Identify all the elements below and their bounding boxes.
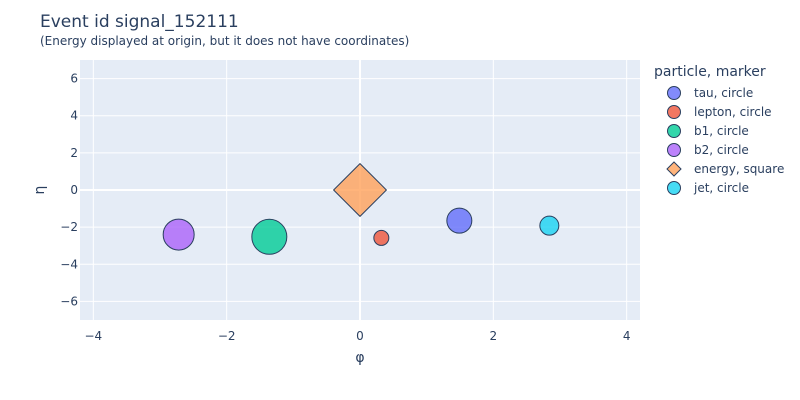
point-tau[interactable] (446, 207, 473, 234)
legend-label: lepton, circle (694, 104, 772, 119)
legend-item[interactable]: tau, circle (654, 83, 784, 102)
tick-labels: −4 −2 0 2 4 −6 −4 −2 0 2 4 6 (60, 72, 630, 343)
x-tick-label: 2 (490, 329, 498, 343)
point-b1[interactable] (251, 218, 288, 255)
y-axis-title: η (32, 186, 48, 195)
circle-marker-icon (654, 83, 694, 102)
circle-marker-icon (654, 102, 694, 121)
y-tick-label: −4 (60, 257, 78, 271)
y-tick-label: 2 (70, 146, 78, 160)
legend-title: particle, marker (654, 64, 766, 80)
y-tick-label: 6 (70, 72, 78, 86)
legend-label: b2, circle (694, 142, 749, 157)
data-points (162, 162, 560, 255)
diamond-marker-icon (654, 159, 694, 178)
legend-item[interactable]: jet, circle (654, 178, 784, 197)
y-tick-label: −6 (60, 294, 78, 308)
x-tick-label: −4 (84, 329, 102, 343)
circle-marker-icon (654, 178, 694, 197)
x-tick-label: 0 (356, 329, 364, 343)
point-lepton[interactable] (373, 229, 390, 246)
x-tick-label: 4 (623, 329, 631, 343)
legend-label: b1, circle (694, 123, 749, 138)
legend-label: jet, circle (694, 180, 749, 195)
y-tick-label: 0 (70, 183, 78, 197)
circle-marker-icon (654, 140, 694, 159)
y-tick-label: 4 (70, 109, 78, 123)
point-b2[interactable] (162, 218, 195, 251)
y-tick-label: −2 (60, 220, 78, 234)
legend-label: tau, circle (694, 85, 754, 100)
x-tick-label: −2 (218, 329, 236, 343)
legend-label: energy, square (694, 161, 785, 176)
point-energy[interactable] (332, 162, 388, 218)
chart-subtitle: (Energy displayed at origin, but it does… (40, 34, 410, 48)
legend-item[interactable]: energy, square (654, 159, 784, 178)
legend-item[interactable]: b1, circle (654, 121, 784, 140)
point-jet[interactable] (539, 215, 560, 236)
x-axis-title: φ (355, 350, 364, 366)
chart-title: Event id signal_152111 (40, 12, 239, 32)
circle-marker-icon (654, 121, 694, 140)
legend-item[interactable]: b2, circle (654, 140, 784, 159)
legend-item[interactable]: lepton, circle (654, 102, 784, 121)
legend: particle, marker tau, circle lepton, circ… (654, 64, 784, 197)
